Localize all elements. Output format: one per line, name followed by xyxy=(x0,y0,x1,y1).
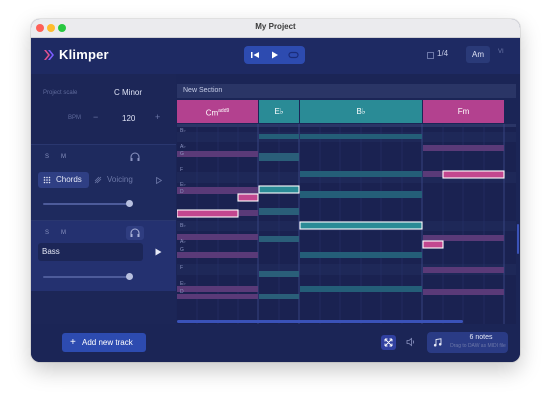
pitch-label: A♭ xyxy=(180,144,186,150)
chord-root: E♭ xyxy=(274,107,284,116)
mute-button[interactable]: M xyxy=(61,154,66,160)
solo-button[interactable]: S xyxy=(45,154,50,160)
expand-icon xyxy=(384,338,393,347)
bpm-value[interactable]: 120 xyxy=(122,114,136,123)
bass-track: S M Bass xyxy=(31,220,176,291)
transport-controls xyxy=(244,46,305,64)
headphones-icon xyxy=(130,228,140,237)
minimize-window-button[interactable] xyxy=(47,24,55,32)
pitch-label: B♭ xyxy=(180,223,186,229)
chord-extension: add9 xyxy=(218,108,230,114)
section-header[interactable]: New Section xyxy=(177,84,516,98)
time-signature[interactable]: 1/4 xyxy=(437,49,449,58)
plus-icon: + xyxy=(70,337,76,348)
pitch-label: D xyxy=(180,289,184,295)
notes-hint: Drag to DAW as MIDI file xyxy=(450,343,506,349)
chord-block[interactable]: Cmadd9 xyxy=(177,100,258,123)
bottom-bar: + Add new track 6 notes Drag to DAW as M… xyxy=(31,324,520,362)
title-bar: My Project xyxy=(31,19,520,38)
bpm-increase-button[interactable]: + xyxy=(155,112,161,122)
speaker-icon[interactable] xyxy=(406,337,416,347)
pitch-label: E♭ xyxy=(180,281,186,287)
add-track-label: Add new track xyxy=(82,338,133,347)
chord-root: Cm xyxy=(205,108,219,118)
pitch-label: F xyxy=(180,265,184,271)
bass-track-name: Bass xyxy=(42,247,60,256)
notes-count: 6 notes xyxy=(469,334,493,341)
key-selector[interactable]: Am xyxy=(466,46,490,63)
chords-track: S M Chords Voicing xyxy=(31,144,176,222)
mode-label[interactable]: VI xyxy=(498,49,504,55)
tab-voicing[interactable]: Voicing xyxy=(94,172,149,188)
expand-button[interactable] xyxy=(381,335,396,350)
pitch-label: A♭ xyxy=(180,239,186,245)
grid-dots-icon xyxy=(43,176,51,184)
track-panel: Project scale C Minor BPM − 120 + S M Ch… xyxy=(31,74,176,324)
chord-root: B♭ xyxy=(356,107,366,116)
metronome-icon[interactable] xyxy=(427,52,434,59)
mute-button[interactable]: M xyxy=(61,230,66,236)
tab-chords-label: Chords xyxy=(56,175,82,184)
pitch-label: G xyxy=(180,151,184,157)
bass-volume-knob[interactable] xyxy=(126,273,133,280)
close-window-button[interactable] xyxy=(36,24,44,32)
pitch-label: E♭ xyxy=(180,182,186,188)
note-grid-canvas xyxy=(177,124,516,324)
klimper-logo-icon xyxy=(44,50,54,60)
project-scale-value[interactable]: C Minor xyxy=(114,88,143,97)
loop-icon[interactable] xyxy=(287,49,300,61)
tab-chords[interactable]: Chords xyxy=(38,172,89,188)
voicing-icon xyxy=(94,176,102,184)
bpm-decrease-button[interactable]: − xyxy=(93,112,99,122)
vertical-scrollbar[interactable] xyxy=(517,224,519,254)
pitch-label: D xyxy=(180,189,184,195)
piano-roll: New Section Cmadd9 E♭ B♭ Fm xyxy=(177,84,519,324)
project-scale-label: Project scale xyxy=(43,90,78,96)
chords-volume-knob[interactable] xyxy=(126,200,133,207)
brand-name: Klimper xyxy=(59,47,109,62)
solo-button[interactable]: S xyxy=(45,230,50,236)
tab-voicing-label: Voicing xyxy=(107,175,133,184)
export-notes-button[interactable]: 6 notes Drag to DAW as MIDI file xyxy=(427,332,508,353)
chord-block[interactable]: B♭ xyxy=(300,100,422,123)
top-bar: Klimper 1/4 Am VI xyxy=(31,38,520,74)
chord-block[interactable]: Fm xyxy=(423,100,504,123)
headphones-button[interactable] xyxy=(126,226,144,240)
window-title: My Project xyxy=(255,22,296,31)
music-note-icon xyxy=(433,338,442,347)
section-name: New Section xyxy=(183,87,223,94)
note-grid[interactable]: B♭ A♭ G F E♭ D B♭ A♭ G F E♭ D xyxy=(177,124,516,324)
play-track-icon[interactable] xyxy=(156,177,162,184)
bass-volume-slider[interactable] xyxy=(43,276,131,278)
bpm-label: BPM xyxy=(68,115,82,121)
app-window: My Project Klimper 1/4 Am VI Project sca… xyxy=(31,19,520,362)
chords-volume-slider[interactable] xyxy=(43,203,131,205)
pitch-label: F xyxy=(180,167,184,173)
pitch-label: B♭ xyxy=(180,128,186,134)
bass-instrument-selector[interactable]: Bass xyxy=(38,243,143,261)
headphones-icon[interactable] xyxy=(129,152,141,162)
pitch-label: G xyxy=(180,247,184,253)
chord-block[interactable]: E♭ xyxy=(259,100,299,123)
play-track-icon[interactable] xyxy=(155,248,162,256)
play-icon[interactable] xyxy=(268,49,281,61)
chord-root: Fm xyxy=(457,107,470,116)
skip-back-icon[interactable] xyxy=(249,49,262,61)
zoom-window-button[interactable] xyxy=(58,24,66,32)
add-track-button[interactable]: + Add new track xyxy=(62,333,146,352)
